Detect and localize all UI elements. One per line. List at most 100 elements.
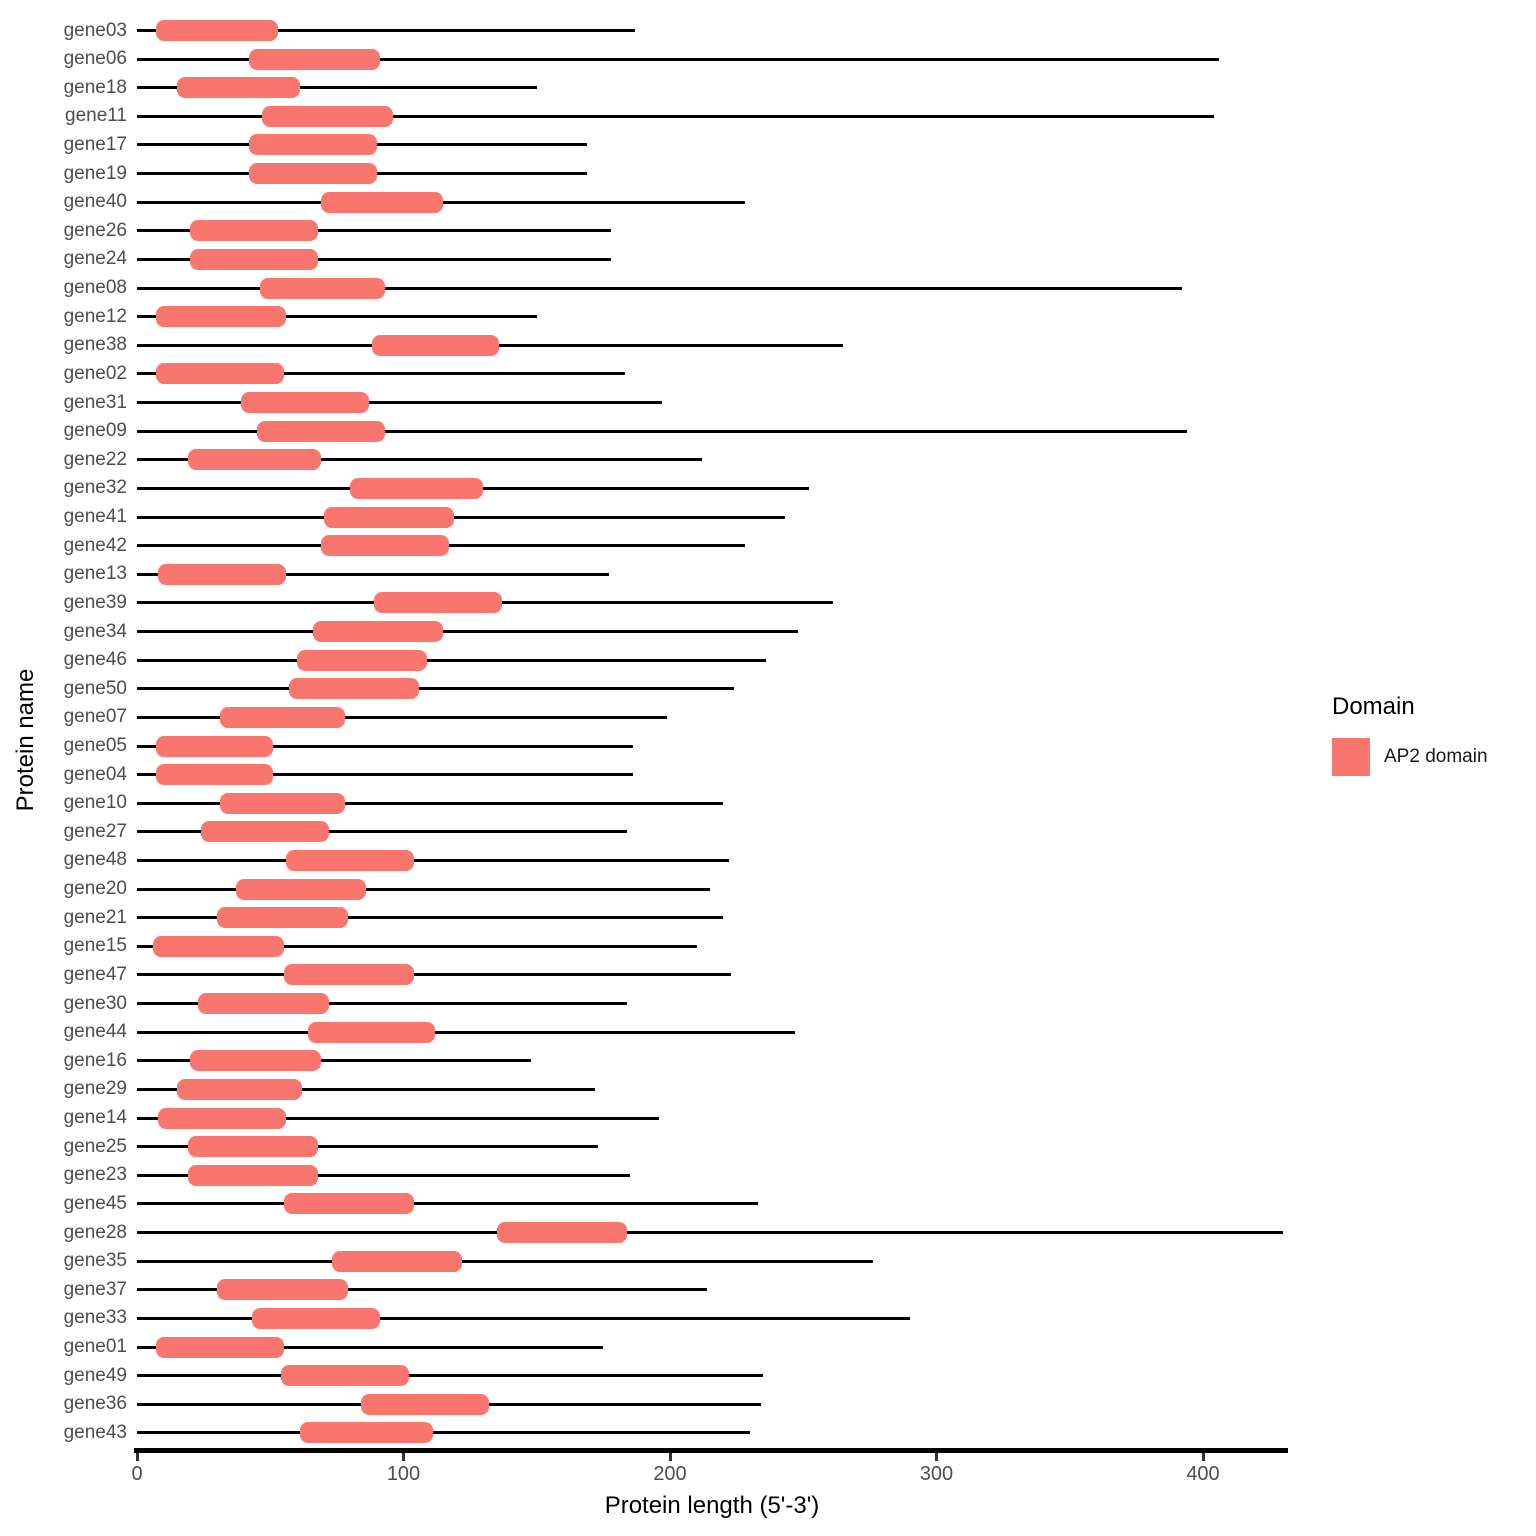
x-tick-label-0: 0 <box>131 1463 143 1485</box>
protein-backbone-gene15 <box>137 944 697 948</box>
y-axis-label-gene31: gene31 <box>63 391 127 413</box>
protein-backbone-gene21 <box>137 916 724 920</box>
y-axis-label-gene35: gene35 <box>63 1250 127 1272</box>
y-axis-label-gene38: gene38 <box>63 334 127 356</box>
y-axis-label-gene40: gene40 <box>63 191 127 213</box>
y-axis-label-gene15: gene15 <box>63 935 127 957</box>
ap2-domain-gene50 <box>288 678 420 700</box>
y-axis-label-gene30: gene30 <box>63 992 127 1014</box>
protein-backbone-gene09 <box>137 429 1187 433</box>
x-tick-label-300: 300 <box>919 1463 954 1485</box>
ap2-domain-gene13 <box>158 563 287 585</box>
legend-entry-ap2-domain: AP2 domain <box>1332 738 1488 776</box>
y-axis-label-gene41: gene41 <box>63 506 127 528</box>
y-axis-label-gene05: gene05 <box>63 735 127 756</box>
protein-backbone-gene25 <box>137 1145 599 1149</box>
ap2-domain-gene35 <box>331 1250 463 1272</box>
protein-backbone-gene07 <box>137 715 668 719</box>
protein-backbone-gene45 <box>137 1202 758 1206</box>
x-tick-100 <box>402 1453 405 1461</box>
ap2-domain-gene12 <box>155 306 287 328</box>
protein-backbone-gene10 <box>137 801 724 805</box>
x-tick-300 <box>935 1453 938 1461</box>
protein-backbone-gene37 <box>137 1288 708 1292</box>
x-axis-line <box>134 1448 1288 1453</box>
protein-backbone-gene08 <box>137 286 1182 290</box>
y-axis-label-gene27: gene27 <box>63 820 127 842</box>
protein-backbone-gene48 <box>137 858 729 862</box>
y-axis-label-gene22: gene22 <box>63 448 127 470</box>
legend-entry-label: AP2 domain <box>1384 746 1488 767</box>
x-tick-0 <box>135 1453 139 1461</box>
y-axis-label-gene45: gene45 <box>63 1192 127 1214</box>
ap2-domain-gene41 <box>323 506 455 528</box>
protein-backbone-gene34 <box>137 630 798 634</box>
y-axis-label-gene34: gene34 <box>63 620 127 642</box>
y-axis-label-gene18: gene18 <box>63 76 127 98</box>
protein-backbone-gene46 <box>137 658 766 662</box>
protein-backbone-gene44 <box>137 1030 796 1034</box>
ap2-domain-gene14 <box>158 1107 287 1129</box>
protein-backbone-gene02 <box>137 372 625 376</box>
ap2-domain-gene16 <box>190 1050 321 1072</box>
ap2-domain-gene10 <box>219 792 345 814</box>
y-axis-label-gene13: gene13 <box>63 563 127 585</box>
protein-backbone-gene26 <box>137 229 612 233</box>
protein-backbone-gene01 <box>137 1345 604 1349</box>
y-axis-label-gene23: gene23 <box>63 1164 127 1186</box>
ap2-domain-gene49 <box>280 1365 409 1387</box>
y-axis-label-gene37: gene37 <box>63 1278 127 1300</box>
x-tick-label-200: 200 <box>653 1463 687 1485</box>
y-axis-label-gene03: gene03 <box>63 19 127 41</box>
ap2-domain-gene22 <box>187 449 321 471</box>
protein-backbone-gene20 <box>137 887 710 891</box>
protein-backbone-gene22 <box>137 458 702 462</box>
protein-backbone-gene12 <box>137 315 537 319</box>
protein-backbone-gene35 <box>137 1259 873 1263</box>
y-axis-label-gene43: gene43 <box>63 1421 127 1443</box>
protein-backbone-gene16 <box>137 1059 532 1063</box>
y-axis-label-gene19: gene19 <box>63 162 127 184</box>
protein-backbone-gene18 <box>137 86 537 90</box>
ap2-domain-gene47 <box>283 964 415 986</box>
y-axis-label-gene21: gene21 <box>63 906 127 928</box>
y-axis-label-gene49: gene49 <box>63 1364 127 1386</box>
x-tick-label-400: 400 <box>1186 1463 1220 1485</box>
ap2-domain-gene11 <box>262 105 393 127</box>
legend: Domain AP2 domain <box>1332 693 1488 776</box>
ap2-domain-gene09 <box>256 420 385 442</box>
protein-backbone-gene31 <box>137 401 662 405</box>
ap2-domain-gene32 <box>350 477 484 499</box>
y-axis-label-gene48: gene48 <box>63 849 127 871</box>
ap2-domain-gene29 <box>176 1078 303 1100</box>
y-axis-label-gene14: gene14 <box>63 1107 127 1129</box>
y-axis-label-gene10: gene10 <box>63 792 127 814</box>
y-axis-label-gene17: gene17 <box>63 133 127 155</box>
legend-swatch-icon <box>1332 738 1370 776</box>
ap2-domain-gene25 <box>187 1136 319 1158</box>
y-axis-label-gene09: gene09 <box>63 420 127 442</box>
y-axis-label-gene29: gene29 <box>63 1078 127 1100</box>
y-axis-label-gene44: gene44 <box>63 1021 127 1043</box>
ap2-domain-gene19 <box>248 163 377 185</box>
protein-backbone-gene43 <box>137 1431 750 1435</box>
ap2-domain-gene27 <box>200 821 329 843</box>
x-tick-label-100: 100 <box>386 1463 421 1485</box>
ap2-domain-gene07 <box>219 706 345 728</box>
ap2-domain-gene06 <box>248 48 380 70</box>
x-axis-title: Protein length (5'-3') <box>604 1492 820 1519</box>
ap2-domain-gene24 <box>190 248 319 270</box>
ap2-domain-gene36 <box>360 1393 489 1415</box>
x-tick-400 <box>1201 1453 1205 1461</box>
protein-backbone-gene27 <box>137 830 628 834</box>
ap2-domain-gene45 <box>283 1193 415 1215</box>
protein-backbone-gene47 <box>137 973 732 977</box>
ap2-domain-gene42 <box>320 535 449 557</box>
ap2-domain-gene08 <box>259 277 385 299</box>
protein-backbone-gene11 <box>137 114 1214 118</box>
y-axis-label-gene33: gene33 <box>63 1307 127 1329</box>
protein-backbone-gene03 <box>137 29 636 32</box>
y-axis-label-gene39: gene39 <box>63 591 127 613</box>
y-axis-label-gene50: gene50 <box>63 677 127 699</box>
